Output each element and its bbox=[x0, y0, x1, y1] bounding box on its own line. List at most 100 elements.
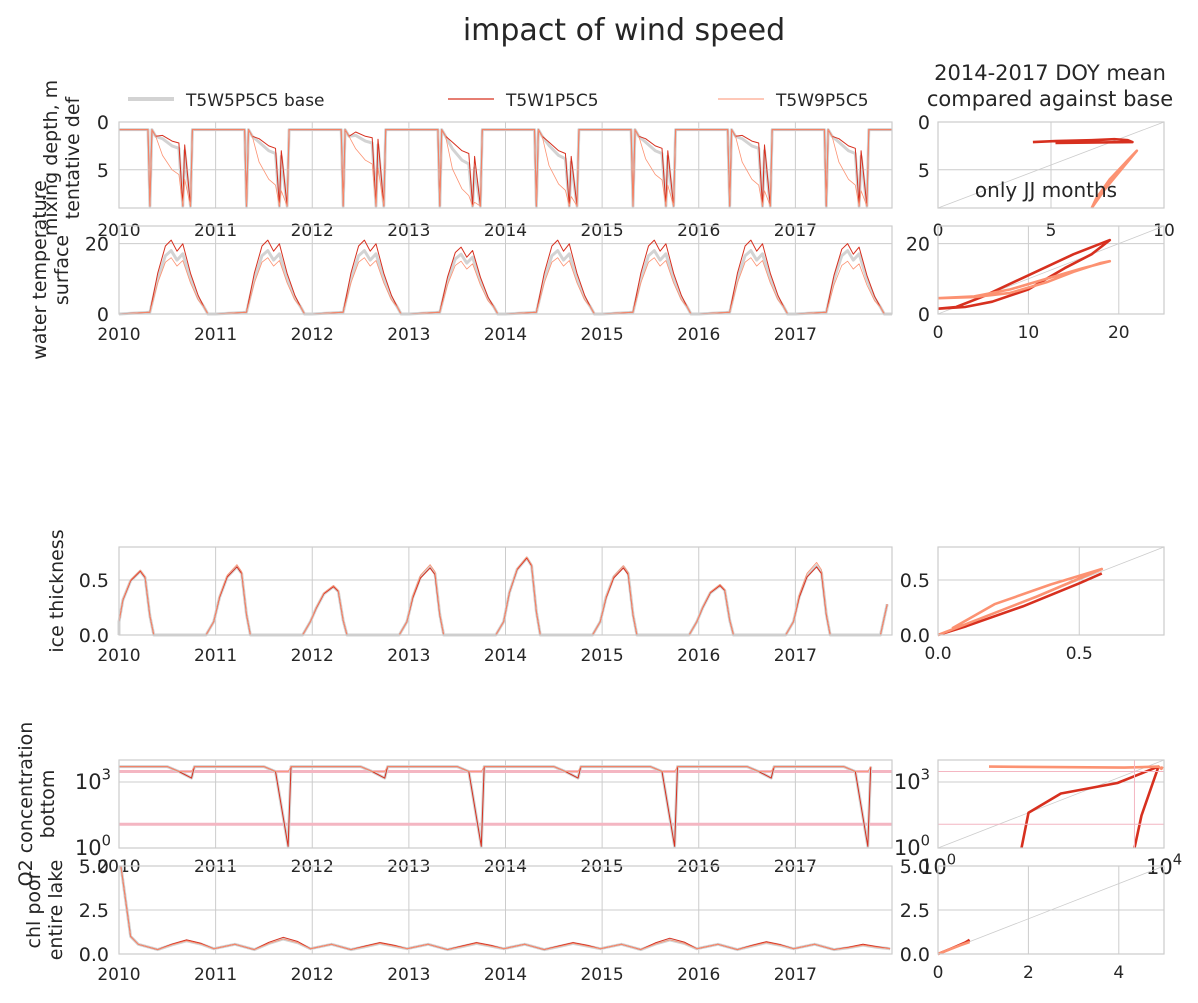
x-tick-label: 2012 bbox=[291, 965, 334, 985]
scatter-trace-1 bbox=[988, 765, 1164, 771]
x-tick-label: 2017 bbox=[774, 965, 817, 985]
y-tick-label: 0.0 bbox=[900, 625, 930, 647]
panel-frame bbox=[937, 759, 1165, 849]
y-tick-label: 2.5 bbox=[79, 900, 109, 922]
y-tick-label: 0.0 bbox=[900, 944, 930, 966]
scatter-panel-7: 100 104 100 103 bbox=[894, 759, 1182, 879]
x-tick-label: 0 bbox=[933, 963, 944, 983]
x-tick-label: 2 bbox=[1023, 963, 1034, 983]
x-tick-label: 2012 bbox=[291, 325, 334, 345]
ylabel-o2-line-1: bottom bbox=[37, 770, 59, 839]
y-tick-label: 0.5 bbox=[79, 570, 109, 592]
series-line-1 bbox=[118, 557, 888, 636]
right-title-line2: compared against base bbox=[927, 87, 1173, 111]
x-tick-label: 2016 bbox=[677, 325, 720, 345]
identity-line bbox=[937, 865, 1165, 955]
x-tick-label: 2015 bbox=[580, 965, 623, 985]
ylabel-o2-line-0: O2 concentration bbox=[15, 722, 37, 887]
ylabel-mixing-depth-line-1: tentative def bbox=[62, 95, 84, 219]
y-tick-label: 103 bbox=[894, 767, 930, 794]
y-tick-label: 20 bbox=[85, 234, 109, 256]
x-tick-label: 2011 bbox=[194, 965, 237, 985]
panel-frame bbox=[937, 865, 1165, 955]
y-tick-label: 20 bbox=[906, 234, 930, 256]
x-tick-label: 2015 bbox=[580, 325, 623, 345]
timeseries-panel-2: 2010 2011 2012 2013 2014 2015 2016 2017 0 20 bbox=[85, 226, 892, 345]
series-line-2 bbox=[120, 865, 891, 950]
ylabel-chl-line-1: entire lake bbox=[45, 860, 67, 961]
x-tick-label: 2016 bbox=[677, 646, 720, 666]
y-tick-label: 5 bbox=[918, 160, 930, 182]
x-tick-label: 2010 bbox=[97, 965, 140, 985]
scatter-panel-3: 0 10 20 0 20 bbox=[906, 225, 1165, 343]
y-tick-label: 5.0 bbox=[79, 856, 109, 878]
x-tick-label: 20 bbox=[1108, 323, 1130, 343]
x-tick-label: 2010 bbox=[97, 646, 140, 666]
panel-frame bbox=[937, 121, 1165, 209]
x-tick-label: 104 bbox=[1146, 852, 1182, 879]
y-tick-label: 0 bbox=[918, 304, 930, 326]
x-tick-label: 2011 bbox=[194, 646, 237, 666]
ylabel-water-temperature: water temperature surface bbox=[29, 180, 73, 360]
ylabel-mixing-depth-line-0: mixing depth, m bbox=[40, 80, 62, 236]
scatter-trace-0 bbox=[1020, 765, 1160, 849]
jj-annotation: only JJ months bbox=[975, 178, 1117, 202]
x-tick-label: 2010 bbox=[97, 325, 140, 345]
ylabel-water-temperature-line-0: water temperature bbox=[29, 180, 51, 360]
series-line-2 bbox=[119, 129, 892, 207]
y-tick-label: 5 bbox=[97, 160, 109, 182]
x-tick-label: 4 bbox=[1113, 963, 1124, 983]
x-tick-label: 2012 bbox=[291, 646, 334, 666]
ylabel-chl: chl poor entire lake bbox=[23, 860, 67, 961]
series-line-0 bbox=[119, 765, 873, 848]
x-tick-label: 10 bbox=[1018, 323, 1040, 343]
y-tick-label: 100 bbox=[894, 833, 930, 860]
scatter-trace-1 bbox=[937, 567, 1104, 637]
right-title-line1: 2014-2017 DOY mean bbox=[934, 61, 1166, 85]
scatter-panel-5: 0.0 0.5 0.0 0.5 bbox=[900, 546, 1165, 664]
series-line-2 bbox=[119, 766, 872, 772]
x-tick-label: 0.0 bbox=[924, 644, 951, 664]
x-tick-label: 2013 bbox=[387, 646, 430, 666]
x-tick-label: 2013 bbox=[387, 325, 430, 345]
scatter-trace-0 bbox=[1032, 137, 1134, 145]
scatter-trace-1 bbox=[937, 259, 1112, 300]
panel-frame bbox=[118, 865, 893, 955]
panel-frame bbox=[118, 225, 893, 315]
x-tick-label: 0.5 bbox=[1066, 644, 1093, 664]
legend-label-w9: T5W9P5C5 bbox=[775, 91, 869, 111]
identity-line bbox=[937, 121, 1165, 209]
x-tick-label: 2011 bbox=[194, 325, 237, 345]
ylabel-water-temperature-line-1: surface bbox=[51, 235, 73, 305]
x-tick-label: 0 bbox=[933, 323, 944, 343]
y-tick-label: 5.0 bbox=[900, 856, 930, 878]
y-tick-label: 0.5 bbox=[900, 570, 930, 592]
scatter-trace-1 bbox=[1090, 149, 1139, 209]
scatter-trace-0 bbox=[937, 572, 1103, 637]
x-tick-label: 2017 bbox=[774, 646, 817, 666]
y-tick-label: 0 bbox=[97, 304, 109, 326]
x-tick-label: 5 bbox=[1046, 221, 1057, 241]
panel-frame bbox=[937, 546, 1165, 636]
x-tick-label: 2014 bbox=[484, 965, 527, 985]
timeseries-panel-4: 2010 2011 2012 2013 2014 2015 2016 2017 0.0 0.5 bbox=[79, 547, 892, 666]
panel-frame bbox=[118, 121, 893, 209]
series-line-1 bbox=[119, 766, 872, 847]
y-tick-label: 100 bbox=[75, 833, 111, 860]
legend: T5W5P5C5 base T5W1P5C5 T5W9P5C5 bbox=[128, 91, 869, 111]
scatter-trace-0 bbox=[937, 238, 1112, 310]
ylabel-ice-thickness-line-0: ice thickness bbox=[46, 529, 68, 652]
y-tick-label: 0.0 bbox=[79, 625, 109, 647]
x-tick-label: 2014 bbox=[484, 325, 527, 345]
panel-frame bbox=[937, 225, 1165, 315]
ylabel-ice-thickness: ice thickness bbox=[46, 529, 68, 652]
panel-frame bbox=[118, 546, 893, 636]
legend-label-w1: T5W1P5C5 bbox=[505, 91, 599, 111]
panel-frame bbox=[118, 759, 893, 849]
x-tick-label: 2016 bbox=[677, 965, 720, 985]
scatter-trace-1 bbox=[937, 940, 971, 956]
x-tick-label: 2017 bbox=[774, 325, 817, 345]
